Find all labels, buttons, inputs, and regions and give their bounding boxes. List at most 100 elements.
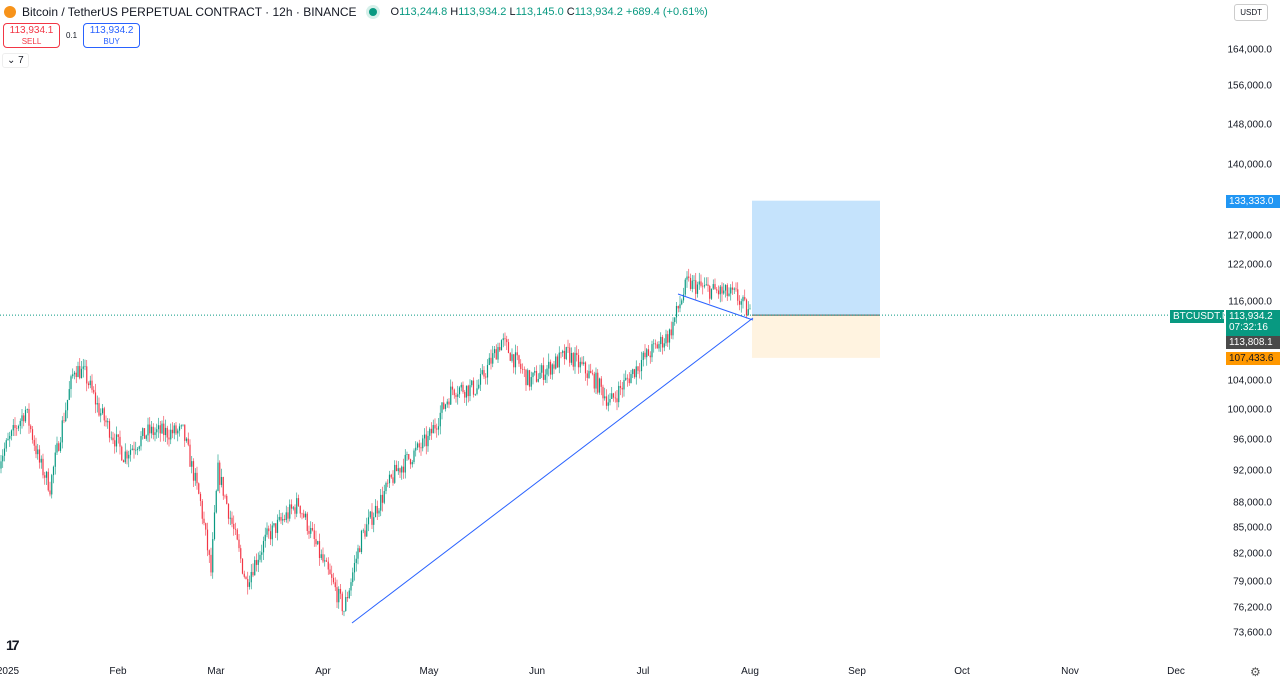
candle-body (304, 513, 307, 518)
candle-body (450, 386, 452, 405)
candle-body (192, 461, 195, 481)
bitcoin-logo-icon (4, 6, 16, 18)
candle-body (455, 395, 457, 397)
candle-body (352, 572, 354, 583)
price-tick: 122,000.0 (1227, 259, 1273, 271)
candle-body (422, 438, 424, 449)
candle-body (313, 530, 315, 540)
candle-body (203, 518, 205, 524)
candle-body (593, 373, 595, 389)
candle-body (513, 354, 515, 368)
candle-body (381, 494, 384, 503)
candle-body (332, 577, 335, 583)
candle-body (56, 443, 58, 453)
candle-body (331, 574, 333, 578)
candle-body (404, 454, 406, 473)
candle-body (691, 280, 693, 289)
candle-body (577, 355, 580, 368)
candle-body (124, 451, 126, 463)
candle-body (117, 434, 119, 437)
candle-body (65, 410, 67, 422)
candle-body (30, 425, 32, 430)
candle-body (558, 352, 560, 368)
symbol-title[interactable]: Bitcoin / TetherUS PERPETUAL CONTRACT · … (22, 5, 357, 19)
candle-body (523, 369, 525, 370)
candle-body (3, 448, 6, 456)
candle-body (66, 399, 69, 411)
candle-body (362, 530, 364, 532)
candle-body (646, 349, 648, 358)
buy-button[interactable]: 113,934.2 BUY (83, 23, 141, 48)
candle-body (346, 597, 349, 599)
candle-body (546, 368, 548, 375)
candle-body (185, 438, 188, 441)
candle-body (247, 579, 249, 587)
indicators-toggle[interactable]: ⌄ 7 (2, 53, 29, 68)
candle-body (504, 338, 506, 340)
candle-body (376, 505, 378, 514)
candle-body (530, 377, 532, 387)
sell-button[interactable]: 113,934.1 SELL (3, 23, 60, 48)
candle-body (96, 403, 98, 405)
candle-body (159, 425, 161, 434)
time-tick: Aug (741, 666, 759, 677)
candle-body (208, 550, 210, 555)
candle-body (227, 503, 230, 519)
candle-body (437, 426, 440, 430)
candle-body (574, 352, 576, 367)
candle-body (374, 505, 377, 518)
candle-body (406, 454, 408, 455)
candle-body (425, 434, 427, 447)
candle-body (430, 428, 433, 434)
candle-body (656, 344, 658, 349)
candle-body (423, 434, 426, 439)
candle-body (481, 370, 483, 374)
candle-body (290, 504, 293, 509)
candle-body (441, 402, 443, 413)
candle-body (241, 558, 244, 574)
candle-body (611, 393, 613, 399)
candle-body (653, 343, 655, 345)
candle-body (639, 370, 641, 372)
price-tick: 73,600.0 (1233, 627, 1272, 639)
candle-body (465, 385, 468, 398)
candle-body (149, 424, 151, 434)
candle-body (369, 511, 371, 518)
candle-body (150, 426, 153, 434)
candle-body (2, 455, 4, 462)
candle-body (570, 352, 573, 363)
quantity[interactable]: 0.1 (66, 31, 78, 40)
candle-body (292, 507, 294, 509)
candle-body (86, 366, 88, 384)
candle-body (138, 446, 140, 449)
candle-body (143, 428, 146, 439)
candle-body (635, 366, 637, 378)
candle-body (283, 519, 286, 521)
candle-body (457, 394, 459, 397)
candle-body (82, 366, 84, 369)
candle-body (378, 510, 380, 514)
candle-body (289, 504, 291, 519)
symbol-label: BTCUSDT.P (1170, 310, 1229, 323)
candle-body (238, 539, 240, 549)
currency-selector[interactable]: USDT (1234, 4, 1268, 21)
candle-body (329, 569, 331, 575)
candle-body (674, 317, 676, 322)
candle-body (733, 288, 735, 290)
gear-icon[interactable]: ⚙ (1250, 665, 1261, 679)
candle-body (42, 458, 44, 476)
price-tick: 104,000.0 (1227, 375, 1273, 387)
trade-panel: 113,934.1 SELL 0.1 113,934.2 BUY (3, 23, 141, 48)
candle-body (548, 361, 550, 369)
candle-body (612, 393, 615, 398)
candle-body (245, 576, 247, 580)
tradingview-logo[interactable]: 17 (6, 637, 20, 653)
candle-body (525, 369, 527, 386)
candle-body (51, 475, 53, 495)
candle-body (681, 300, 683, 305)
candle-body (178, 426, 181, 431)
candle-body (392, 477, 394, 483)
candle-body (672, 321, 674, 336)
candle-body (122, 460, 125, 463)
